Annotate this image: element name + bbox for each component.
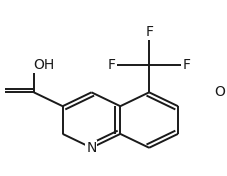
Text: OH: OH [33,58,54,72]
Text: N: N [86,141,96,155]
Text: O: O [214,85,225,99]
Text: F: F [182,58,190,72]
Text: F: F [107,58,115,72]
Text: F: F [145,25,153,39]
